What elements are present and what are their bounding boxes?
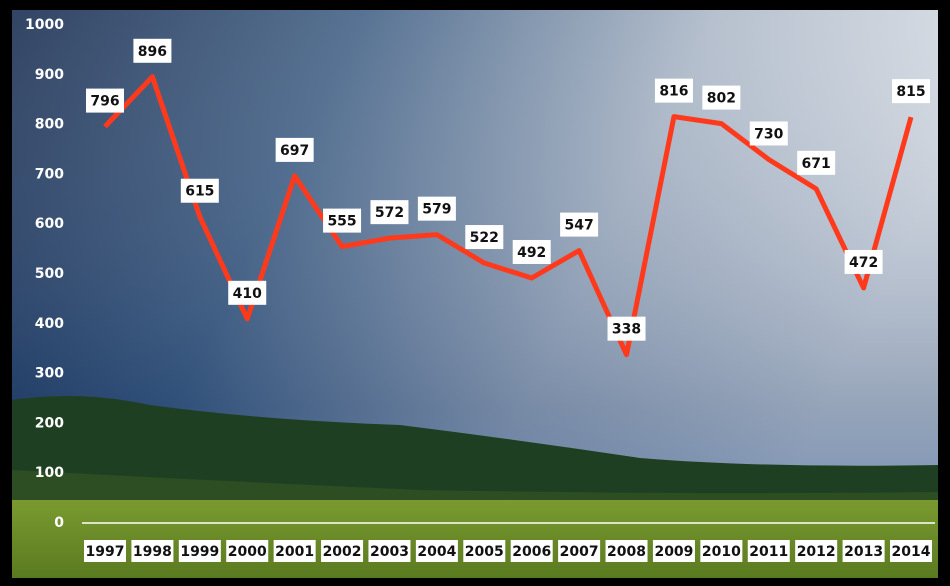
background [12, 10, 938, 578]
data-label: 410 [233, 286, 262, 302]
data-label: 572 [375, 205, 404, 221]
y-tick-label: 400 [35, 316, 64, 332]
data-label: 492 [517, 245, 546, 261]
y-tick-label: 500 [35, 266, 64, 282]
x-tick-label: 1999 [180, 544, 219, 560]
y-tick-label: 0 [54, 515, 64, 531]
grass [12, 500, 938, 578]
y-tick-label: 900 [35, 67, 64, 83]
x-tick-label: 2008 [607, 544, 646, 560]
data-label: 547 [565, 218, 594, 234]
x-tick-label: 2001 [275, 544, 314, 560]
data-label: 555 [327, 214, 356, 230]
x-tick-label: 2005 [465, 544, 504, 560]
y-tick-label: 800 [35, 117, 64, 133]
data-label: 522 [470, 230, 499, 246]
data-label: 815 [896, 84, 925, 100]
x-tick-label: 2009 [654, 544, 693, 560]
data-label: 615 [185, 184, 214, 200]
y-tick-label: 600 [35, 216, 64, 232]
x-tick-label: 2013 [844, 544, 883, 560]
y-tick-label: 700 [35, 166, 64, 182]
data-label: 671 [802, 156, 831, 172]
x-tick-label: 1997 [86, 544, 125, 560]
data-label: 579 [422, 202, 451, 218]
chart: 0 100 200 300 400 500 600 700 800 900 1000 1997 1998… [0, 0, 950, 586]
data-label: 816 [659, 84, 688, 100]
x-tick-label: 2014 [892, 544, 931, 560]
data-label: 896 [138, 44, 167, 60]
y-tick-label: 100 [35, 465, 64, 481]
x-tick-label: 2004 [417, 544, 456, 560]
x-tick-label: 2002 [323, 544, 362, 560]
data-label: 730 [754, 126, 783, 142]
data-label: 697 [280, 143, 309, 159]
x-tick-label: 2000 [228, 544, 267, 560]
data-label: 338 [612, 322, 641, 338]
x-tick-label: 2010 [702, 544, 741, 560]
x-tick-label: 2012 [797, 544, 836, 560]
x-tick-label: 2003 [370, 544, 409, 560]
data-label: 802 [707, 91, 736, 107]
x-tick-label: 1998 [133, 544, 172, 560]
x-tick-label: 2007 [560, 544, 599, 560]
y-tick-label: 300 [35, 366, 64, 382]
y-tick-label: 1000 [25, 17, 64, 33]
x-tick-label: 2011 [749, 544, 788, 560]
y-tick-label: 200 [35, 415, 64, 431]
x-tick-label: 2006 [512, 544, 551, 560]
data-label: 472 [849, 255, 878, 271]
data-label: 796 [90, 94, 119, 110]
